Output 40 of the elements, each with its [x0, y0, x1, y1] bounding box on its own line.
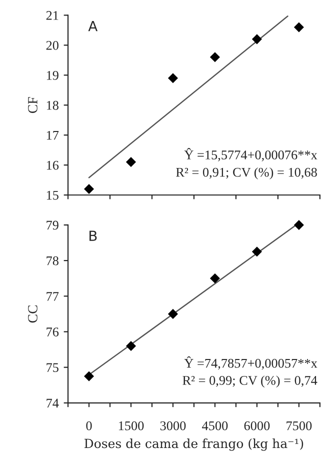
y-tick-label: 20 — [46, 40, 58, 50]
point — [210, 52, 220, 62]
y-tick-label: 19 — [46, 70, 58, 80]
y-tick-label: 21 — [46, 11, 58, 20]
x-tick-label: 4500 — [202, 421, 228, 430]
y-tick-label: 15 — [46, 190, 58, 200]
point — [84, 371, 94, 382]
point — [294, 220, 304, 230]
annotation: Ŷ =74,7857+0,00057**x — [184, 356, 318, 370]
annotation: R² = 0,99; CV (%) = 0,74 — [182, 376, 318, 388]
y-axis-title: CC — [28, 305, 38, 323]
x-tick-label: 3000 — [160, 421, 186, 430]
chart-title: B — [90, 230, 97, 241]
x-tick-label: 7500 — [286, 421, 312, 430]
point — [252, 246, 262, 257]
point — [126, 157, 136, 168]
y-tick-label: 18 — [46, 100, 58, 110]
chart-title: A — [88, 21, 98, 32]
point — [210, 273, 220, 284]
y-tick-label: 75 — [46, 363, 58, 372]
point — [252, 34, 262, 44]
x-axis-title: Doses de cama de frango (kg ha⁻¹) — [84, 438, 304, 451]
y-tick-label: 16 — [46, 160, 59, 170]
x-tick-label: 6000 — [244, 421, 270, 430]
point — [126, 340, 136, 351]
y-tick-label: 17 — [46, 130, 59, 140]
annotation: R² = 0,91; CV (%) = 10,68 — [176, 167, 317, 180]
y-tick-label: 76 — [46, 328, 59, 336]
y-tick-label: 79 — [46, 220, 58, 230]
y-tick-label: 77 — [46, 292, 59, 301]
x-tick-label: 1500 — [118, 421, 144, 430]
annotation: Ŷ =15,5774+0,00076**x — [184, 148, 318, 162]
point — [294, 22, 304, 32]
point — [84, 184, 94, 194]
y-tick-label: 78 — [46, 256, 58, 266]
x-tick-label: 0 — [86, 421, 92, 430]
y-axis-title: CF — [28, 97, 38, 114]
y-tick-label: 74 — [46, 398, 59, 408]
point — [168, 73, 178, 84]
point — [168, 308, 178, 319]
